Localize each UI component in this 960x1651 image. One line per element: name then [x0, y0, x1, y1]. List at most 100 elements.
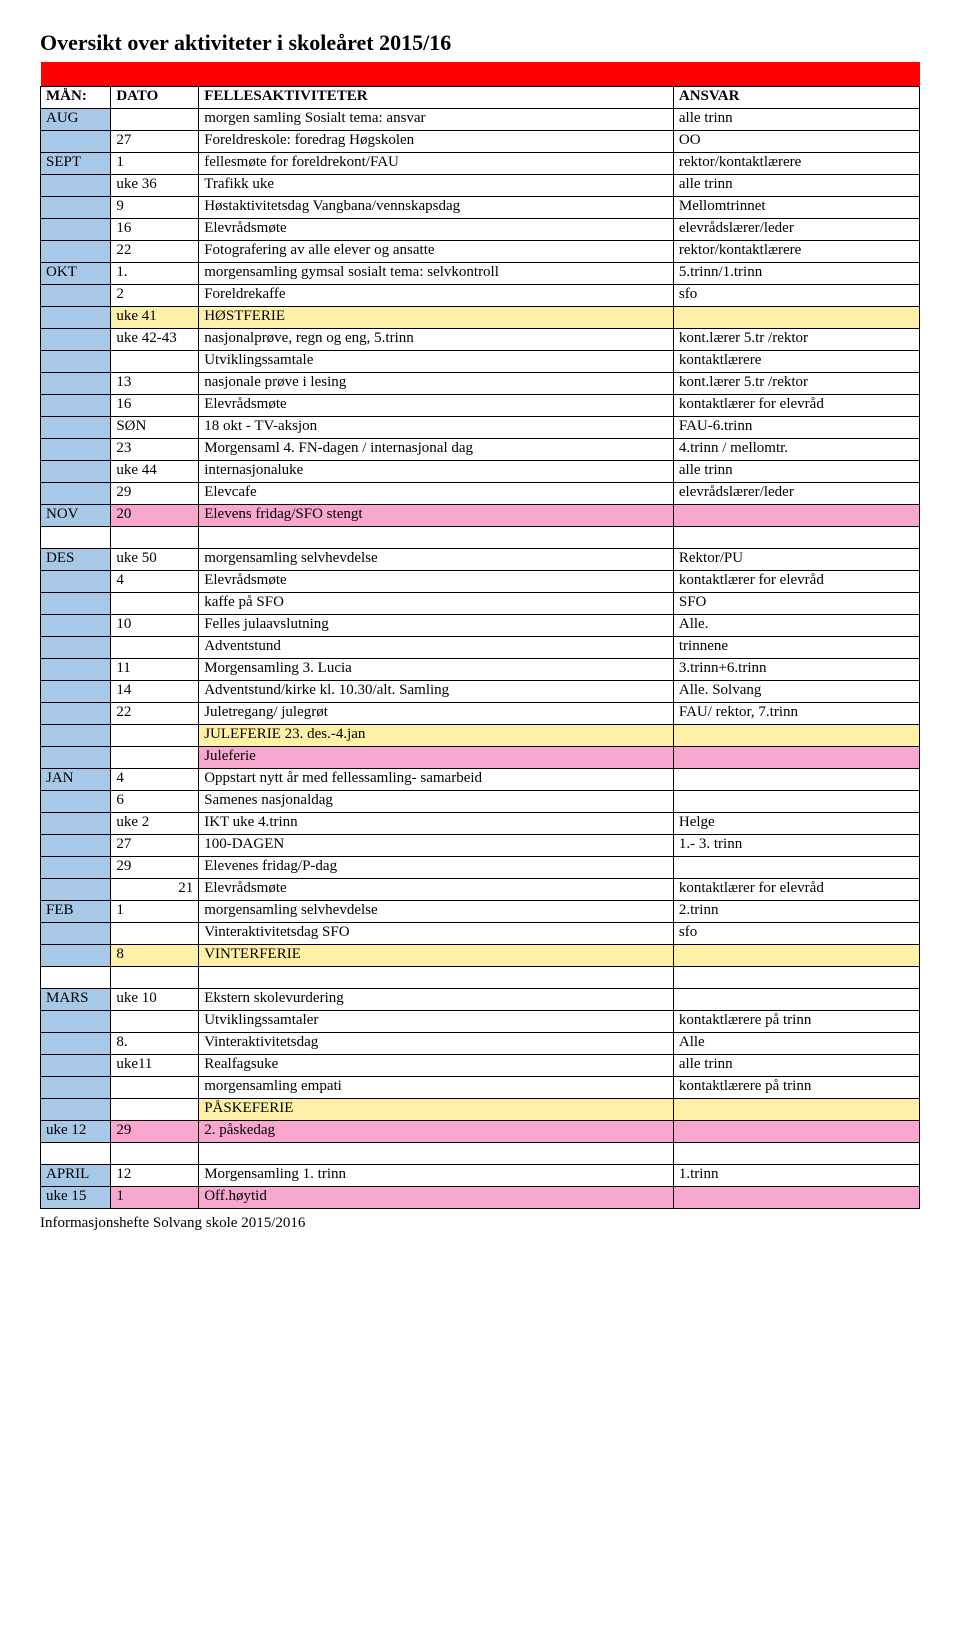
- activity-cell: morgensamling selvhevdelse: [199, 549, 674, 571]
- responsible-cell: Alle.: [673, 615, 919, 637]
- blank-cell: [199, 527, 674, 549]
- month-cell: [41, 439, 111, 461]
- month-cell: [41, 219, 111, 241]
- month-cell: [41, 197, 111, 219]
- month-cell: [41, 813, 111, 835]
- responsible-cell: [673, 791, 919, 813]
- month-cell: NOV: [41, 505, 111, 527]
- responsible-cell: [673, 989, 919, 1011]
- month-cell: [41, 725, 111, 747]
- month-cell: [41, 395, 111, 417]
- date-cell: 12: [111, 1165, 199, 1187]
- responsible-cell: sfo: [673, 923, 919, 945]
- month-cell: [41, 483, 111, 505]
- table-row: Adventstundtrinnene: [41, 637, 920, 659]
- activity-cell: Off.høytid: [199, 1187, 674, 1209]
- table-row: JAN4Oppstart nytt år med fellessamling- …: [41, 769, 920, 791]
- date-cell: 9: [111, 197, 199, 219]
- month-cell: [41, 329, 111, 351]
- table-row: SEPT1fellesmøte for foreldrekont/FAUrekt…: [41, 153, 920, 175]
- blank-cell: [199, 1143, 674, 1165]
- date-cell: [111, 923, 199, 945]
- responsible-cell: trinnene: [673, 637, 919, 659]
- activity-cell: Elevrådsmøte: [199, 571, 674, 593]
- responsible-cell: kont.lærer 5.tr /rektor: [673, 329, 919, 351]
- activity-cell: 18 okt - TV-aksjon: [199, 417, 674, 439]
- activity-cell: Elevens fridag/SFO stengt: [199, 505, 674, 527]
- month-cell: JAN: [41, 769, 111, 791]
- date-cell: uke 2: [111, 813, 199, 835]
- month-cell: DES: [41, 549, 111, 571]
- table-row: Utviklingssamtalekontaktlærere: [41, 351, 920, 373]
- activity-cell: Morgensamling 3. Lucia: [199, 659, 674, 681]
- month-cell: [41, 285, 111, 307]
- activity-cell: VINTERFERIE: [199, 945, 674, 967]
- responsible-cell: [673, 945, 919, 967]
- activity-cell: Høstaktivitetsdag Vangbana/vennskapsdag: [199, 197, 674, 219]
- month-cell: [41, 791, 111, 813]
- activity-cell: 100-DAGEN: [199, 835, 674, 857]
- date-cell: uke 10: [111, 989, 199, 1011]
- responsible-cell: [673, 857, 919, 879]
- table-row: uke 42-43nasjonalprøve, regn og eng, 5.t…: [41, 329, 920, 351]
- table-row: kaffe på SFOSFO: [41, 593, 920, 615]
- month-cell: [41, 747, 111, 769]
- activity-cell: Adventstund/kirke kl. 10.30/alt. Samling: [199, 681, 674, 703]
- responsible-cell: FAU/ rektor, 7.trinn: [673, 703, 919, 725]
- table-row: 22Fotografering av alle elever og ansatt…: [41, 241, 920, 263]
- activity-cell: Elevcafe: [199, 483, 674, 505]
- page-title: Oversikt over aktiviteter i skoleåret 20…: [40, 30, 920, 56]
- activity-cell: Foreldreskole: foredrag Høgskolen: [199, 131, 674, 153]
- month-cell: [41, 879, 111, 901]
- activity-cell: 2. påskedag: [199, 1121, 674, 1143]
- table-row: morgensamling empatikontaktlærere på tri…: [41, 1077, 920, 1099]
- blank-cell: [199, 967, 674, 989]
- blank-cell: [673, 527, 919, 549]
- responsible-cell: 1.- 3. trinn: [673, 835, 919, 857]
- responsible-cell: alle trinn: [673, 175, 919, 197]
- date-cell: uke11: [111, 1055, 199, 1077]
- activity-cell: Realfagsuke: [199, 1055, 674, 1077]
- responsible-cell: kont.lærer 5.tr /rektor: [673, 373, 919, 395]
- table-row: JULEFERIE 23. des.-4.jan: [41, 725, 920, 747]
- date-cell: uke 50: [111, 549, 199, 571]
- responsible-cell: [673, 307, 919, 329]
- responsible-cell: [673, 747, 919, 769]
- table-row: 29Elevenes fridag/P-dag: [41, 857, 920, 879]
- responsible-cell: alle trinn: [673, 109, 919, 131]
- month-cell: [41, 417, 111, 439]
- date-cell: 29: [111, 1121, 199, 1143]
- table-row: uke 151Off.høytid: [41, 1187, 920, 1209]
- activity-cell: Elevenes fridag/P-dag: [199, 857, 674, 879]
- responsible-cell: alle trinn: [673, 461, 919, 483]
- date-cell: 27: [111, 835, 199, 857]
- month-cell: [41, 835, 111, 857]
- responsible-cell: kontaktlærere: [673, 351, 919, 373]
- date-cell: 29: [111, 857, 199, 879]
- activity-cell: Trafikk uke: [199, 175, 674, 197]
- table-row: 29Elevcafeelevrådslærer/leder: [41, 483, 920, 505]
- table-row: 13nasjonale prøve i lesingkont.lærer 5.t…: [41, 373, 920, 395]
- activity-cell: morgen samling Sosialt tema: ansvar: [199, 109, 674, 131]
- date-cell: 27: [111, 131, 199, 153]
- activity-cell: Adventstund: [199, 637, 674, 659]
- footer-text: Informasjonshefte Solvang skole 2015/201…: [40, 1215, 920, 1232]
- date-cell: 4: [111, 769, 199, 791]
- date-cell: [111, 637, 199, 659]
- activity-cell: Samenes nasjonaldag: [199, 791, 674, 813]
- table-row: MARSuke 10Ekstern skolevurdering: [41, 989, 920, 1011]
- activity-cell: nasjonale prøve i lesing: [199, 373, 674, 395]
- month-cell: OKT: [41, 263, 111, 285]
- responsible-cell: elevrådslærer/leder: [673, 219, 919, 241]
- date-cell: 8: [111, 945, 199, 967]
- activity-cell: Oppstart nytt år med fellessamling- sama…: [199, 769, 674, 791]
- activity-cell: Elevrådsmøte: [199, 395, 674, 417]
- blank-cell: [111, 1143, 199, 1165]
- month-cell: [41, 461, 111, 483]
- table-row: APRIL12Morgensamling 1. trinn1.trinn: [41, 1165, 920, 1187]
- blank-cell: [41, 967, 111, 989]
- table-row: 4Elevrådsmøtekontaktlærer for elevråd: [41, 571, 920, 593]
- table-row: uke 41HØSTFERIE: [41, 307, 920, 329]
- date-cell: 21: [111, 879, 199, 901]
- activity-cell: morgensamling selvhevdelse: [199, 901, 674, 923]
